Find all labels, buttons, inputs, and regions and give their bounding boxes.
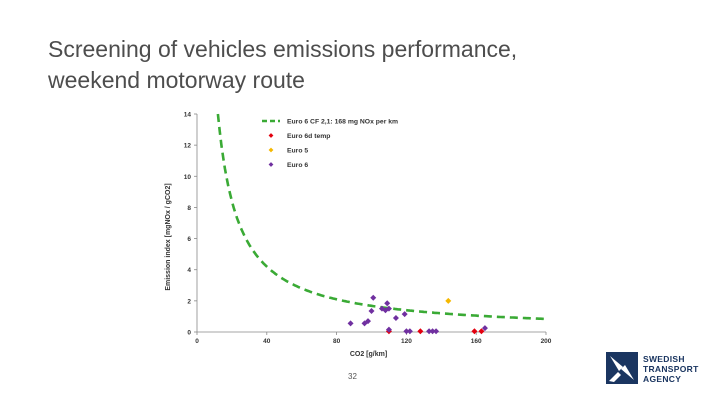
data-point-euro-6 [481,325,488,332]
x-tick-label: 0 [195,338,199,345]
data-point-euro-6 [426,328,433,335]
x-tick-label: 40 [263,338,271,345]
data-point-euro-5 [445,297,452,304]
y-tick-label: 14 [184,112,192,119]
data-point-euro-6 [401,311,408,318]
data-point-euro-6 [403,328,410,335]
agency-logo-icon [606,352,638,384]
slide-title: Screening of vehicles emissions performa… [48,34,517,96]
x-tick-label: 80 [333,338,341,345]
data-point-euro-6 [347,320,354,327]
chart-axes [194,113,547,335]
chart-curve-layer [216,113,546,321]
x-tick-label: 120 [401,338,412,345]
y-tick-label: 8 [187,205,191,212]
y-tick-label: 4 [187,267,191,274]
data-point-euro-6 [392,314,399,321]
slide-title-line2: weekend motorway route [48,67,305,93]
y-tick-label: 12 [184,143,192,150]
data-point-euro-6 [365,318,372,325]
x-tick-label: 200 [541,338,552,345]
chart-points-layer [347,294,488,335]
legend-label-euro-5: Euro 5 [287,148,308,155]
legend-label-euro-6-cf-2-1-168-mg-nox-per-km: Euro 6 CF 2,1: 168 mg NOx per km [287,119,398,126]
data-point-euro-6 [406,328,413,335]
logo-line3: AGENCY [643,374,682,384]
legend-marker-euro-6d-temp [268,133,274,138]
swedish-transport-agency-logo: SWEDISH TRANSPORT AGENCY [606,350,716,390]
x-tick-label: 160 [471,338,482,345]
legend-label-euro-6: Euro 6 [287,162,308,169]
limit-curve-line [216,113,546,321]
chart-axis-labels: 0 2 4 6 8 10 12 14 0 40 80 120 160 200 CO2 [g/km] Emiss… [165,112,552,359]
chart-legend: Euro 6 CF 2,1: 168 mg NOx per km Euro 6d … [262,119,398,169]
data-point-euro-6d-temp [417,328,424,335]
data-point-euro-6 [368,307,375,314]
logo-line2: TRANSPORT [643,364,699,374]
data-point-euro-6 [429,328,436,335]
data-point-euro-6d-temp [471,328,478,335]
logo-line1: SWEDISH [643,354,685,364]
data-point-euro-6 [433,328,440,335]
data-point-euro-6d-temp [478,328,485,335]
legend-marker-euro-6 [268,162,274,167]
data-point-euro-6 [385,326,392,333]
y-tick-label: 6 [187,236,191,243]
y-axis-title: Emission index [mgNOx / gCO2] [165,183,172,290]
x-axis-title: CO2 [g/km] [350,351,387,358]
page-number: 32 [348,372,357,381]
y-tick-label: 2 [187,298,191,305]
y-tick-label: 10 [184,174,192,181]
data-point-euro-6 [385,305,392,312]
data-point-euro-6 [370,294,377,301]
logo-wordmark: SWEDISH TRANSPORT AGENCY [643,354,699,384]
legend-label-euro-6d-temp: Euro 6d temp [287,133,330,140]
slide-title-line1: Screening of vehicles emissions performa… [48,36,518,62]
legend-marker-euro-5 [268,147,274,153]
y-tick-label: 0 [187,330,191,337]
data-point-euro-6 [384,300,391,307]
